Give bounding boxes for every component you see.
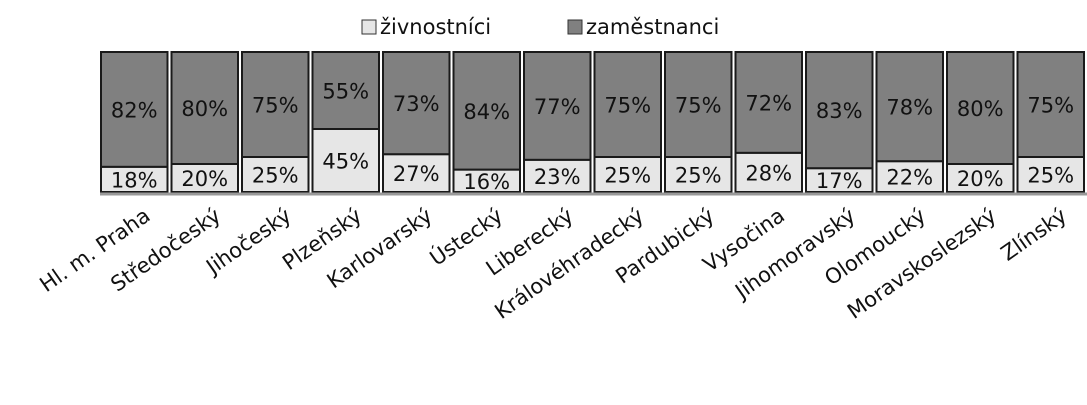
bar-segment	[593, 51, 662, 158]
data-label: 20%	[181, 167, 228, 191]
legend-swatch	[361, 19, 377, 35]
data-label: 25%	[604, 164, 651, 188]
data-label: 84%	[463, 100, 510, 124]
data-label: 75%	[675, 94, 722, 118]
x-tick-label: Zlínský	[997, 203, 1072, 265]
data-label: 23%	[534, 165, 581, 189]
bar-segment	[382, 51, 451, 156]
bar-segment	[523, 51, 592, 161]
data-label: 18%	[111, 168, 158, 192]
data-label: 75%	[604, 94, 651, 118]
bar-segment	[1016, 156, 1085, 193]
bar-segment	[170, 51, 239, 165]
bar-segment	[452, 51, 521, 171]
bar-segment	[805, 51, 874, 170]
data-label: 16%	[463, 170, 510, 194]
data-label: 75%	[1027, 94, 1074, 118]
data-label: 83%	[816, 99, 863, 123]
data-label: 45%	[322, 150, 369, 174]
data-label: 78%	[886, 96, 933, 120]
bar-segment	[946, 163, 1015, 193]
data-label: 77%	[534, 95, 581, 119]
bar-segment	[664, 51, 733, 158]
bar-segment	[664, 156, 733, 193]
data-label: 80%	[957, 97, 1004, 121]
x-tick-label: Jihomoravský	[729, 203, 859, 304]
legend-swatch	[567, 19, 583, 35]
data-label: 73%	[393, 92, 440, 116]
bar-segment	[100, 51, 169, 168]
bar-segment	[875, 51, 944, 163]
legend-label: živnostníci	[380, 15, 491, 39]
bar-segment	[100, 165, 169, 194]
bar-segment	[311, 51, 380, 130]
bar-segment	[241, 51, 310, 158]
data-label: 75%	[252, 94, 299, 118]
data-label: 25%	[252, 164, 299, 188]
data-label: 25%	[1027, 164, 1074, 188]
bar-segment	[170, 163, 239, 193]
data-label: 55%	[322, 80, 369, 104]
bar-segment	[241, 156, 310, 193]
legend-label: zaměstnanci	[586, 15, 719, 39]
bar-segment	[1016, 51, 1085, 158]
bar-segment	[734, 151, 803, 194]
data-label: 27%	[393, 162, 440, 186]
data-label: 82%	[111, 98, 158, 122]
data-label: 25%	[675, 164, 722, 188]
data-label: 22%	[886, 166, 933, 190]
bar-segment	[875, 160, 944, 193]
data-label: 72%	[745, 91, 792, 115]
bar-segment	[734, 51, 803, 154]
bar-segment	[946, 51, 1015, 165]
data-label: 17%	[816, 169, 863, 193]
data-label: 20%	[957, 167, 1004, 191]
data-label: 80%	[181, 97, 228, 121]
data-label: 28%	[745, 161, 792, 185]
